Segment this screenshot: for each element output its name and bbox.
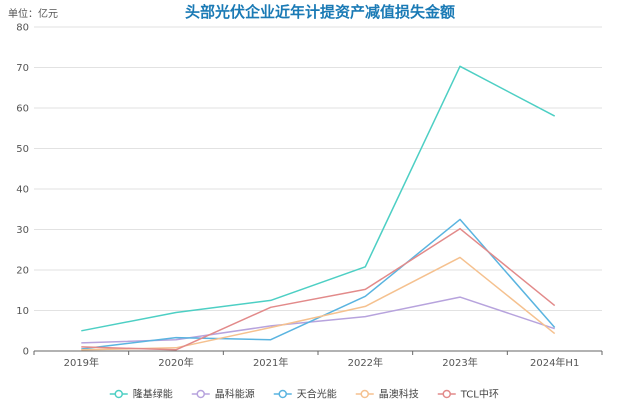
x-tick-label: 2019年 bbox=[64, 356, 99, 369]
y-tick-label: 20 bbox=[16, 266, 29, 277]
y-tick-label: 80 bbox=[16, 23, 29, 34]
legend-label: 晶科能源 bbox=[215, 388, 255, 401]
y-tick-label: 50 bbox=[16, 144, 29, 155]
y-tick-label: 70 bbox=[16, 63, 29, 74]
legend-label: 晶澳科技 bbox=[379, 388, 419, 401]
axes: 0 10 20 30 40 50 60 70 80 2019年 2020年 2021年 2022年 202… bbox=[16, 23, 603, 369]
series-line-0 bbox=[81, 65, 556, 332]
legend-marker-icon bbox=[278, 389, 287, 399]
legend-label: TCL中环 bbox=[460, 388, 499, 401]
y-tick-label: 0 bbox=[23, 347, 29, 358]
legend-item[interactable]: 天合光能 bbox=[273, 388, 337, 401]
legend-marker-icon bbox=[442, 389, 451, 399]
legend-label: 天合光能 bbox=[297, 388, 337, 401]
legend-item[interactable]: 晶科能源 bbox=[191, 388, 255, 401]
series-line-4 bbox=[81, 227, 556, 351]
y-tick-label: 30 bbox=[16, 225, 29, 236]
x-tick-label: 2020年 bbox=[158, 356, 193, 369]
legend-item[interactable]: 晶澳科技 bbox=[355, 388, 419, 401]
legend-marker-icon bbox=[114, 389, 123, 399]
chart-title: 头部光伏企业近年计提资产减值损失金额 bbox=[185, 3, 455, 21]
legend-item[interactable]: 隆基绿能 bbox=[109, 388, 173, 401]
x-tick-label: 2023年 bbox=[442, 356, 477, 369]
unit-label: 单位：亿元 bbox=[8, 7, 58, 20]
series-line-2 bbox=[81, 218, 556, 350]
x-tick-label: 2021年 bbox=[253, 356, 288, 369]
legend-marker-icon bbox=[196, 389, 205, 399]
legend[interactable]: 隆基绿能 晶科能源 天合光能 晶澳科技 TCL中环 bbox=[109, 388, 499, 401]
series-line-1 bbox=[81, 296, 555, 344]
y-tick-label: 60 bbox=[16, 104, 29, 115]
x-tick-label: 2024年H1 bbox=[530, 356, 579, 369]
legend-marker-icon bbox=[360, 389, 369, 399]
y-tick-label: 40 bbox=[16, 185, 29, 196]
legend-item[interactable]: TCL中环 bbox=[437, 388, 499, 401]
y-tick-label: 10 bbox=[16, 306, 29, 317]
series-line-3 bbox=[81, 256, 556, 351]
grid-lines bbox=[34, 26, 602, 311]
legend-label: 隆基绿能 bbox=[133, 388, 173, 401]
series-lines bbox=[81, 65, 556, 351]
x-tick-label: 2022年 bbox=[348, 356, 383, 369]
